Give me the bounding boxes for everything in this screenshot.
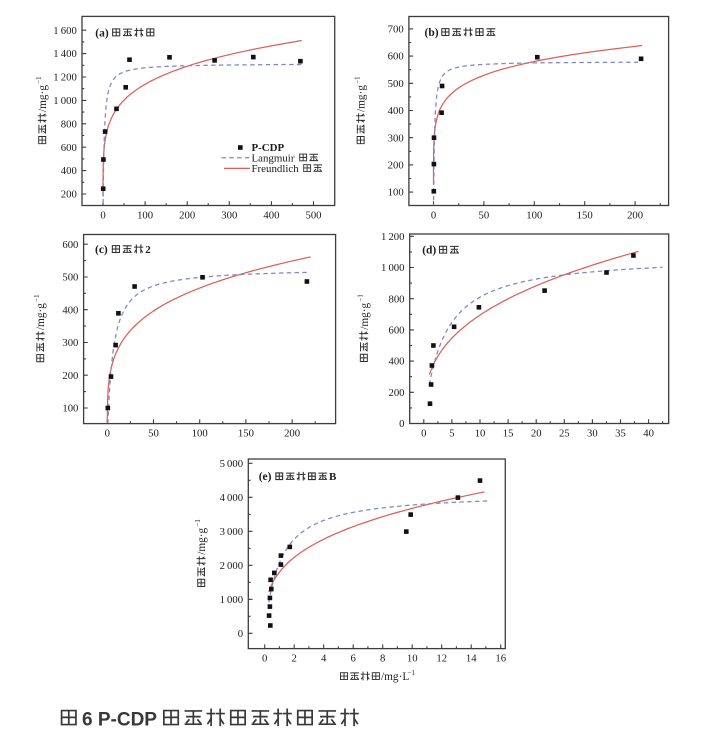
svg-text:3 000: 3 000 — [220, 526, 244, 538]
svg-text:2: 2 — [145, 244, 151, 256]
svg-text:0: 0 — [100, 209, 105, 221]
svg-text:4: 4 — [321, 652, 327, 664]
svg-text:−1: −1 — [407, 669, 415, 677]
svg-text:600: 600 — [61, 142, 77, 154]
svg-text:30: 30 — [587, 427, 598, 439]
svg-text:20: 20 — [531, 427, 542, 439]
svg-text:600: 600 — [388, 325, 404, 337]
svg-text:0: 0 — [262, 652, 267, 664]
svg-text:600: 600 — [62, 239, 78, 251]
svg-text:10: 10 — [475, 427, 486, 439]
svg-text:0: 0 — [238, 628, 243, 640]
svg-text:100: 100 — [388, 187, 404, 199]
svg-text:1 400: 1 400 — [53, 48, 77, 60]
svg-text:6 P-CDP: 6 P-CDP — [82, 710, 157, 731]
svg-text:200: 200 — [388, 160, 404, 172]
svg-text:100: 100 — [526, 209, 542, 221]
svg-text:1 000: 1 000 — [53, 95, 77, 107]
svg-text:150: 150 — [577, 209, 593, 221]
svg-text:40: 40 — [643, 427, 654, 439]
svg-text:500: 500 — [62, 272, 78, 284]
svg-text:P-CDP: P-CDP — [252, 142, 285, 154]
svg-text:(a): (a) — [95, 27, 109, 39]
svg-text:200: 200 — [388, 387, 404, 399]
svg-text:2: 2 — [292, 652, 297, 664]
svg-text:100: 100 — [137, 209, 153, 221]
svg-text:100: 100 — [192, 427, 208, 439]
svg-text:100: 100 — [62, 403, 78, 415]
svg-text:Freundlich: Freundlich — [252, 163, 300, 175]
svg-text:−1: −1 — [194, 519, 202, 527]
svg-text:0: 0 — [421, 427, 426, 439]
svg-text:/mg·g: /mg·g — [37, 85, 49, 112]
svg-text:1 600: 1 600 — [53, 25, 77, 37]
svg-text:1 200: 1 200 — [53, 72, 77, 84]
svg-text:35: 35 — [615, 427, 626, 439]
svg-text:5 000: 5 000 — [220, 458, 244, 470]
svg-text:2 000: 2 000 — [220, 560, 244, 572]
svg-text:400: 400 — [388, 105, 404, 117]
svg-text:B: B — [329, 471, 337, 483]
svg-text:6: 6 — [351, 652, 357, 664]
svg-text:/mg·g: /mg·g — [35, 303, 47, 330]
svg-text:50: 50 — [148, 427, 159, 439]
svg-text:14: 14 — [466, 652, 477, 664]
svg-text:200: 200 — [62, 370, 78, 382]
svg-text:300: 300 — [388, 132, 404, 144]
svg-text:16: 16 — [495, 652, 506, 664]
svg-text:800: 800 — [388, 293, 404, 305]
svg-text:200: 200 — [284, 427, 300, 439]
svg-text:0: 0 — [399, 418, 404, 430]
svg-text:4 000: 4 000 — [220, 492, 244, 504]
svg-text:150: 150 — [238, 427, 254, 439]
svg-text:15: 15 — [503, 427, 514, 439]
svg-text:/mg·g: /mg·g — [359, 302, 371, 329]
svg-text:700: 700 — [388, 24, 404, 36]
svg-text:Langmuir: Langmuir — [252, 152, 295, 164]
svg-text:−1: −1 — [353, 76, 361, 84]
svg-text:300: 300 — [221, 209, 237, 221]
svg-text:25: 25 — [559, 427, 570, 439]
svg-text:(d): (d) — [422, 245, 436, 257]
svg-text:8: 8 — [380, 652, 385, 664]
svg-text:1 000: 1 000 — [381, 262, 405, 274]
svg-text:0: 0 — [105, 427, 110, 439]
svg-text:300: 300 — [62, 337, 78, 349]
svg-text:800: 800 — [61, 118, 77, 130]
svg-text:−1: −1 — [33, 294, 41, 302]
svg-text:500: 500 — [388, 78, 404, 90]
svg-text:(b): (b) — [425, 27, 439, 39]
svg-text:600: 600 — [388, 51, 404, 63]
svg-text:(c): (c) — [95, 244, 108, 256]
svg-text:50: 50 — [479, 209, 490, 221]
svg-text:200: 200 — [61, 189, 77, 201]
svg-text:12: 12 — [436, 652, 447, 664]
svg-text:200: 200 — [627, 209, 643, 221]
svg-text:400: 400 — [388, 356, 404, 368]
svg-text:/mg·g: /mg·g — [356, 85, 368, 112]
svg-text:/mg·L: /mg·L — [381, 671, 409, 683]
svg-text:−1: −1 — [35, 76, 43, 84]
svg-text:400: 400 — [62, 304, 78, 316]
svg-text:−1: −1 — [357, 294, 365, 302]
svg-text:200: 200 — [179, 209, 195, 221]
svg-text:1 000: 1 000 — [220, 594, 244, 606]
svg-text:1 200: 1 200 — [381, 231, 405, 243]
svg-text:500: 500 — [305, 209, 321, 221]
svg-text:400: 400 — [61, 165, 77, 177]
svg-text:(e): (e) — [259, 471, 272, 483]
svg-text:400: 400 — [263, 209, 279, 221]
svg-text:10: 10 — [407, 652, 418, 664]
svg-text:0: 0 — [431, 209, 436, 221]
svg-text:5: 5 — [449, 427, 454, 439]
svg-text:/mg·g: /mg·g — [196, 527, 208, 554]
